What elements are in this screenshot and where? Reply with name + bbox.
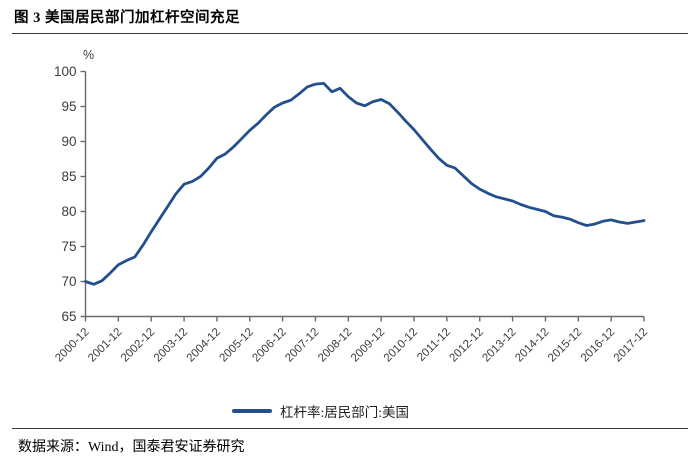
data-source: 数据来源：Wind，国泰君安证券研究 (18, 440, 245, 455)
x-tick-label: 2002-12 (119, 326, 157, 364)
x-tick-label: 2016-12 (579, 326, 617, 364)
x-tick-label: 2006-12 (250, 326, 288, 364)
x-tick-label: 2017-12 (612, 326, 650, 364)
legend-label: 杠杆率:居民部门:美国 (280, 405, 410, 420)
y-tick-label: 90 (61, 134, 76, 149)
x-axis-ticks: 2000-122001-122002-122003-122004-122005-… (53, 316, 650, 364)
x-tick-label: 2000-12 (53, 326, 91, 364)
axes (84, 71, 644, 318)
y-tick-label: 100 (54, 64, 77, 79)
title-divider (12, 33, 688, 34)
x-tick-label: 2014-12 (513, 326, 551, 364)
y-tick-label: 70 (61, 274, 76, 289)
series-line (84, 82, 646, 286)
chart-legend: 杠杆率:居民部门:美国 (232, 401, 409, 421)
x-tick-label: 2012-12 (448, 326, 486, 364)
y-axis-unit-label: % (83, 48, 94, 62)
x-tick-label: 2009-12 (349, 326, 387, 364)
y-tick-label: 85 (61, 169, 76, 184)
x-tick-label: 2004-12 (185, 326, 223, 364)
x-tick-label: 2005-12 (218, 326, 256, 364)
y-tick-label: 80 (61, 204, 76, 219)
x-tick-label: 2003-12 (152, 326, 190, 364)
y-axis-ticks: 65 70 75 80 85 90 95 100 (54, 64, 86, 324)
source-divider (12, 428, 688, 429)
x-tick-label: 2011-12 (415, 326, 453, 364)
x-tick-label: 2001-12 (86, 326, 124, 364)
x-tick-label: 2008-12 (316, 326, 354, 364)
y-tick-label: 95 (61, 99, 76, 114)
figure-title: 图 3 美国居民部门加杠杆空间充足 (14, 10, 240, 26)
x-tick-label: 2010-12 (382, 326, 420, 364)
y-tick-label: 75 (61, 239, 76, 254)
legend-line-swatch (232, 409, 272, 413)
y-tick-label: 65 (61, 309, 76, 324)
x-tick-label: 2013-12 (480, 326, 518, 364)
chart-canvas: %657075808590951002000-122001-122002-122… (53, 48, 650, 364)
x-tick-label: 2007-12 (283, 326, 321, 364)
x-tick-label: 2015-12 (546, 326, 584, 364)
